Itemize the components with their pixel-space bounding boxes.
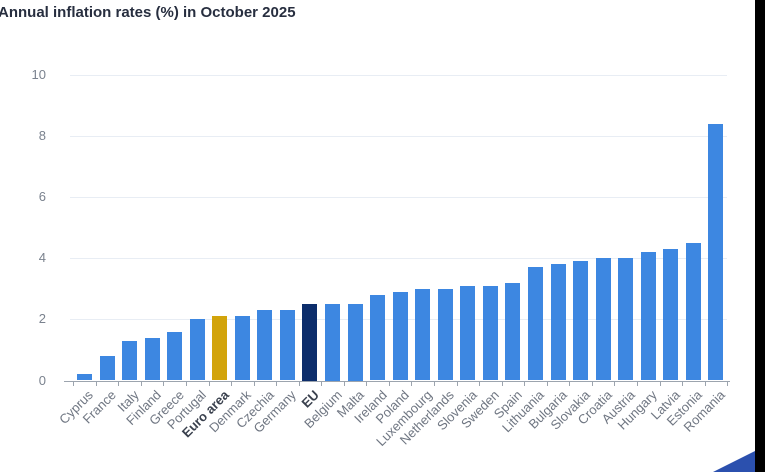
x-axis-tick xyxy=(524,381,526,386)
bar-luxembourg xyxy=(415,288,431,381)
x-axis-tick xyxy=(208,381,210,386)
x-axis-line xyxy=(64,380,730,382)
x-axis-tick xyxy=(118,381,120,386)
bar-finland xyxy=(144,337,160,381)
x-axis-tick xyxy=(569,381,571,386)
bar-lithuania xyxy=(527,267,543,381)
x-axis-tick xyxy=(253,381,255,386)
gridline-4 xyxy=(70,258,727,260)
gridline-6 xyxy=(70,197,727,199)
bar-cyprus xyxy=(76,374,92,381)
bar-estonia xyxy=(685,243,701,381)
bar-belgium xyxy=(325,304,341,381)
x-axis-tick xyxy=(456,381,458,386)
x-axis-tick xyxy=(388,381,390,386)
bar-spain xyxy=(505,282,521,381)
x-axis-tick xyxy=(614,381,616,386)
bar-greece xyxy=(167,331,183,381)
x-axis-tick xyxy=(140,381,142,386)
x-axis-tick xyxy=(343,381,345,386)
x-axis-tick xyxy=(501,381,503,386)
x-axis-tick xyxy=(727,381,729,386)
y-tick-label-6: 6 xyxy=(38,189,46,205)
bar-italy xyxy=(122,340,138,381)
bar-denmark xyxy=(234,316,250,381)
bar-austria xyxy=(618,258,634,381)
inflation-bar-chart: 0 2 4 6 8 10 Cyprus France Italy Finland Greece Po… xyxy=(31,67,730,449)
right-black-strip xyxy=(755,0,765,472)
bar-malta xyxy=(347,304,363,381)
bar-portugal xyxy=(189,319,205,381)
x-axis-tick xyxy=(163,381,165,386)
bar-eu xyxy=(302,304,318,381)
bar-latvia xyxy=(663,249,679,381)
gridline-10 xyxy=(70,75,727,76)
x-axis-tick xyxy=(479,381,481,386)
y-tick-label-4: 4 xyxy=(38,250,46,266)
x-axis-tick xyxy=(591,381,593,386)
bar-sweden xyxy=(482,285,498,381)
x-axis-tick xyxy=(298,381,300,386)
bar-france xyxy=(99,356,115,381)
y-tick-label-0: 0 xyxy=(38,372,46,388)
chart-title: Annual inflation rates (%) in October 20… xyxy=(0,4,296,21)
y-tick-label-10: 10 xyxy=(31,67,46,82)
x-axis-tick xyxy=(411,381,413,386)
x-axis-tick xyxy=(276,381,278,386)
x-axis-tick xyxy=(704,381,706,386)
x-axis-tick xyxy=(366,381,368,386)
bar-hungary xyxy=(640,252,656,381)
x-axis-tick xyxy=(95,381,97,386)
bar-poland xyxy=(392,291,408,381)
bar-slovakia xyxy=(573,261,589,381)
x-axis-tick xyxy=(73,381,75,386)
bar-netherlands xyxy=(437,288,453,381)
bar-euro-area xyxy=(212,316,228,381)
x-axis-tick xyxy=(636,381,638,386)
x-axis-tick xyxy=(659,381,661,386)
x-axis-tick xyxy=(434,381,435,386)
bar-germany xyxy=(279,310,295,381)
x-axis-tick xyxy=(321,381,323,386)
x-axis-tick xyxy=(231,381,233,386)
x-axis-tick xyxy=(682,381,684,386)
bar-czechia xyxy=(257,310,273,381)
y-tick-label-2: 2 xyxy=(38,311,46,327)
bar-croatia xyxy=(595,258,611,381)
x-axis-tick xyxy=(546,381,548,386)
gridline-8 xyxy=(70,136,727,138)
bar-ireland xyxy=(370,294,386,381)
bar-romania xyxy=(708,123,724,381)
bar-slovenia xyxy=(460,285,476,381)
x-axis-tick xyxy=(185,381,187,386)
y-tick-label-8: 8 xyxy=(38,128,46,144)
bar-bulgaria xyxy=(550,264,566,381)
